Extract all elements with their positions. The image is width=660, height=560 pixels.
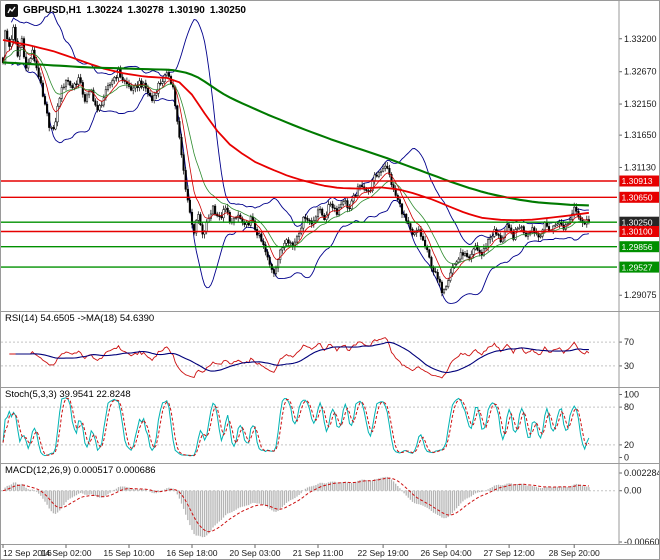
macd-histogram: [4, 476, 590, 538]
candles-series: [1, 24, 590, 297]
quote-low-value: 1.30190: [168, 5, 205, 16]
rsi-scale-label: 30: [624, 361, 634, 371]
stoch-scale-label: 100: [624, 390, 639, 400]
time-axis-label: 26 Sep 04:00: [421, 548, 472, 558]
price-tick-label: 1.32150: [624, 99, 657, 109]
price-level-tag: 1.30913: [619, 175, 659, 187]
time-axis-label: 22 Sep 19:00: [358, 548, 409, 558]
svg-text:1.30250: 1.30250: [622, 217, 653, 227]
stoch-panel[interactable]: 100 80 20 0: [1, 390, 639, 463]
ema-slow-line: [2, 48, 589, 265]
stoch-scale-label: 0: [624, 452, 629, 462]
rsi-line: [9, 337, 590, 379]
svg-text:1.30650: 1.30650: [622, 193, 653, 203]
price-tick-label: 1.32670: [624, 67, 657, 77]
macd-indicator-label: MACD(12,26,9) 0.000517 0.000686: [5, 465, 156, 476]
time-axis-label: 20 Sep 03:00: [229, 548, 280, 558]
quote-open-value: 1.30224: [86, 5, 123, 16]
app-logo-icon: [5, 4, 18, 17]
stoch-indicator-label: Stoch(5,3,3) 39.9541 22.8248: [5, 389, 131, 400]
time-axis-label: 14 Sep 02:00: [40, 548, 91, 558]
rsi-scale-label: 70: [624, 337, 634, 347]
price-tick-label: 1.29075: [624, 290, 657, 300]
price-level-tag: 1.30250: [619, 216, 659, 228]
time-axis-label: 15 Sep 10:00: [103, 548, 154, 558]
main-chart-panel[interactable]: 1.33200 1.32670 1.32150 1.31650 1.31130 1.290…: [1, 11, 657, 304]
quote-close-value: 1.30250: [209, 5, 246, 16]
time-axis-label: 16 Sep 18:00: [166, 548, 217, 558]
price-level-tag: 1.29527: [619, 261, 659, 273]
svg-text:1.29856: 1.29856: [622, 242, 653, 252]
macd-scale-label: 0.00: [624, 486, 642, 496]
svg-text:1.29527: 1.29527: [622, 262, 653, 272]
stoch-d-line: [2, 397, 590, 457]
time-axis-label: 21 Sep 11:00: [293, 548, 344, 558]
quote-high-value: 1.30278: [127, 5, 164, 16]
price-tick-label: 1.31650: [624, 130, 657, 140]
svg-text:1.30100: 1.30100: [622, 227, 653, 237]
macd-scale-label: -0.0066057: [624, 537, 660, 547]
rsi-ma-line: [15, 341, 589, 374]
price-level-tag: 1.29856: [619, 241, 659, 253]
symbol-timeframe-label: GBPUSD,H1: [23, 5, 82, 16]
stoch-scale-label: 20: [624, 440, 634, 450]
time-axis-label: 28 Sep 20:00: [549, 548, 600, 558]
macd-signal-line: [2, 477, 589, 533]
ma-green-line[interactable]: [2, 61, 589, 207]
rsi-panel[interactable]: 70 30: [1, 337, 634, 379]
svg-text:1.30913: 1.30913: [622, 176, 653, 186]
price-level-tag: 1.30100: [619, 226, 659, 237]
bollinger-lower-line: [11, 61, 589, 304]
macd-panel[interactable]: 0.0022846 0.00 -0.0066057: [1, 468, 660, 547]
price-tick-label: 1.31130: [624, 162, 656, 172]
price-level-tag: 1.30650: [619, 191, 659, 203]
chart-title-bar: GBPUSD,H1 1.30224 1.30278 1.30190 1.3025…: [5, 4, 246, 17]
price-tick-label: 1.33200: [624, 34, 657, 44]
stoch-k-line: [2, 397, 590, 457]
rsi-indicator-label: RSI(14) 54.6505 ->MA(18) 54.6390: [5, 313, 155, 324]
time-axis-label: 27 Sep 12:00: [484, 548, 535, 558]
macd-scale-label: 0.0022846: [624, 468, 660, 478]
time-axis-label: 12 Sep 2016: [3, 548, 52, 558]
stoch-scale-label: 80: [624, 402, 634, 412]
ema-fast-line: [2, 42, 589, 280]
